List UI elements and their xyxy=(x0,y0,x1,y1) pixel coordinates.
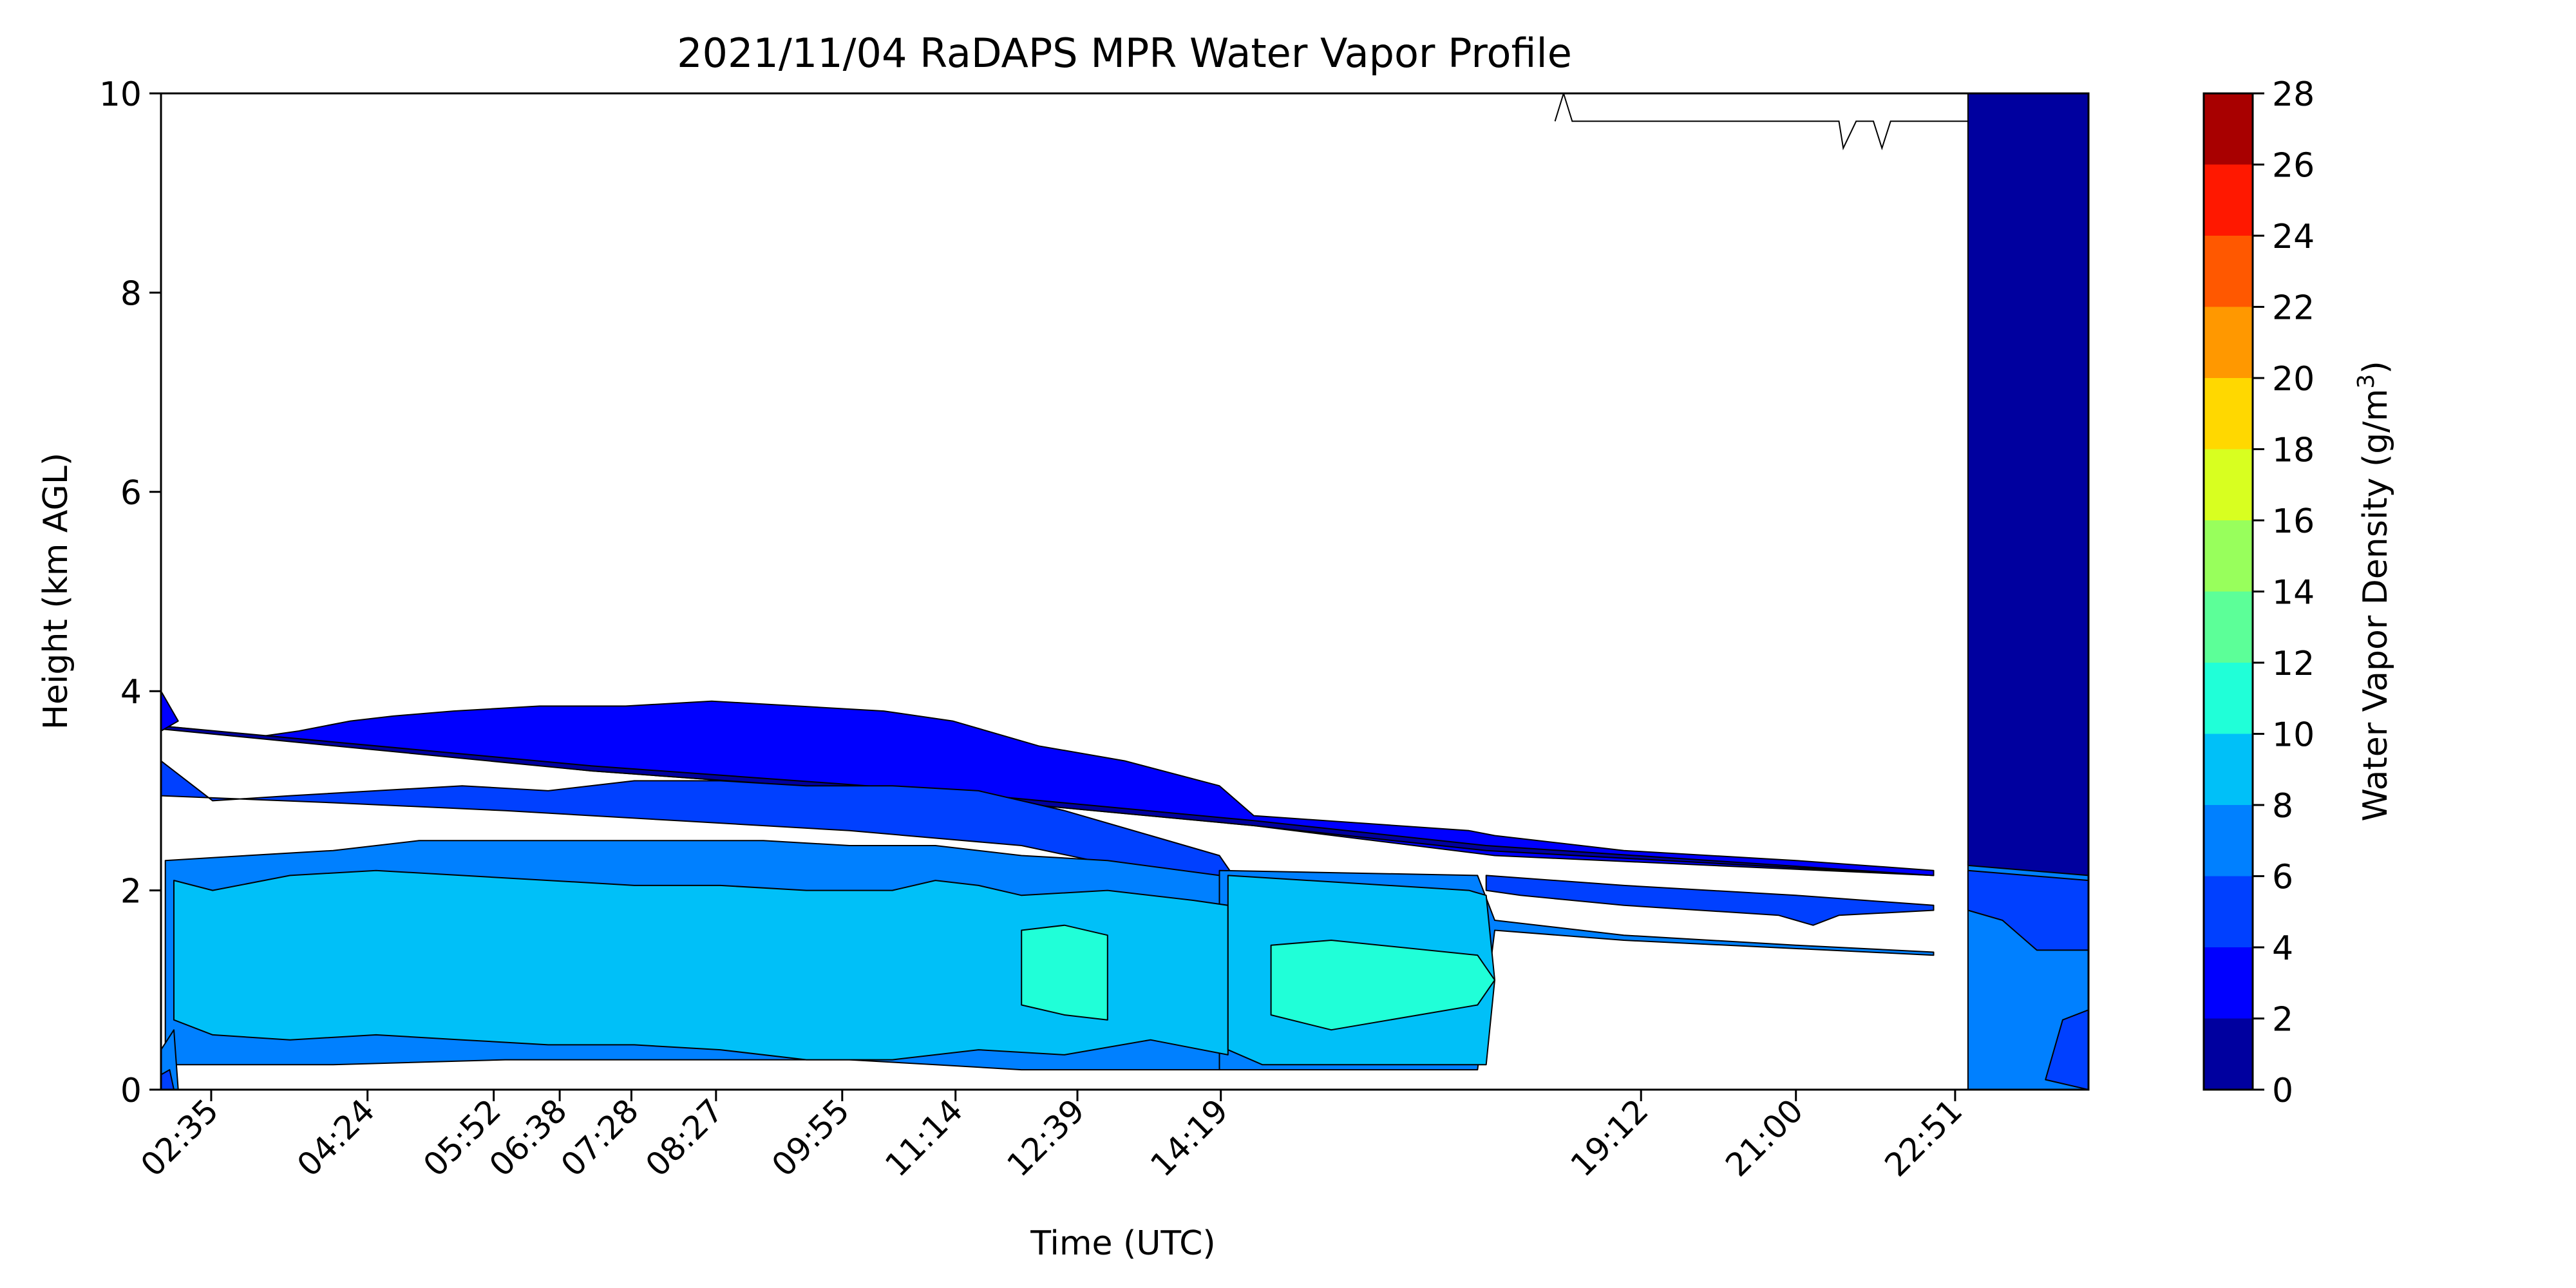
y-tick-label: 2 xyxy=(120,873,142,911)
colorbar-swatch-4-6 xyxy=(2204,876,2253,947)
colorbar-tick-label: 16 xyxy=(2272,502,2315,541)
contour-line-0 xyxy=(1554,93,1968,151)
y-tick-label: 0 xyxy=(120,1072,142,1110)
colorbar-tick-label: 0 xyxy=(2272,1072,2293,1110)
colorbar-swatch-26-28 xyxy=(2204,93,2253,165)
y-axis: 0 2 4 6 8 10 xyxy=(99,75,161,1110)
colorbar-tick-label: 2 xyxy=(2272,1001,2293,1039)
y-tick-label: 6 xyxy=(120,474,142,513)
contour-fill-layer xyxy=(161,93,2088,1090)
contour-region-4-6 xyxy=(1485,875,1935,926)
colorbar-tick-label: 20 xyxy=(2272,360,2315,399)
colorbar-tick-label: 8 xyxy=(2272,787,2293,826)
chart-title: 2021/11/04 RaDAPS MPR Water Vapor Profil… xyxy=(677,30,1572,77)
colorbar-tick-label: 26 xyxy=(2272,147,2315,185)
plot-frame xyxy=(160,92,2090,1091)
colorbar-label: Water Vapor Density (g/m3) xyxy=(2353,361,2395,821)
contour-region-4-6 xyxy=(161,1069,175,1090)
contour-region-4-6 xyxy=(161,760,1238,886)
colorbar-swatch-14-16 xyxy=(2204,520,2253,592)
colorbar-swatch-12-14 xyxy=(2204,591,2253,663)
y-axis-label: Height (km AGL) xyxy=(37,453,75,730)
colorbar-tick-label: 10 xyxy=(2272,716,2315,755)
colorbar-tick-label: 22 xyxy=(2272,289,2315,328)
colorbar-swatch-2-4 xyxy=(2204,947,2253,1019)
colorbar-tick-label: 6 xyxy=(2272,858,2293,897)
contour-region-2-4 xyxy=(161,690,179,732)
colorbar-swatch-22-24 xyxy=(2204,236,2253,307)
colorbar-swatch-6-8 xyxy=(2204,805,2253,876)
contour-region-10-12 xyxy=(1270,940,1495,1031)
y-tick-label: 10 xyxy=(99,75,142,114)
colorbar-tick-label: 12 xyxy=(2272,645,2315,683)
colorbar-swatch-16-18 xyxy=(2204,449,2253,520)
colorbar-swatch-24-26 xyxy=(2204,164,2253,236)
colorbar-swatch-8-10 xyxy=(2204,734,2253,805)
colorbar-swatch-0-2 xyxy=(2204,1018,2253,1090)
contour-region-10-12 xyxy=(1021,924,1108,1021)
colorbar-label-close: ) xyxy=(2356,361,2395,374)
contour-region-0-2 xyxy=(1967,93,2088,876)
colorbar-swatch-18-20 xyxy=(2204,378,2253,450)
colorbar-label-superscript: 3 xyxy=(2353,374,2380,389)
y-tick-label: 8 xyxy=(120,274,142,313)
colorbar-tick-label: 14 xyxy=(2272,574,2315,612)
colorbar-tick-label: 18 xyxy=(2272,431,2315,470)
contour-line-layer xyxy=(1554,93,1968,151)
colorbar-tick-label: 28 xyxy=(2272,75,2315,114)
contour-region-2-4 xyxy=(161,700,1935,876)
colorbar-tick-label: 4 xyxy=(2272,929,2293,968)
colorbar-label-main: Water Vapor Density (g/m xyxy=(2356,389,2395,822)
colorbar-swatch-10-12 xyxy=(2204,663,2253,734)
colorbar-swatch-20-22 xyxy=(2204,307,2253,378)
x-axis-label: Time (UTC) xyxy=(1030,1224,1215,1263)
y-tick-label: 4 xyxy=(120,673,142,712)
contour-region-4-6 xyxy=(2045,1009,2088,1090)
contour-region-4-6 xyxy=(1967,869,2088,951)
colorbar-tick-label: 24 xyxy=(2272,218,2315,256)
